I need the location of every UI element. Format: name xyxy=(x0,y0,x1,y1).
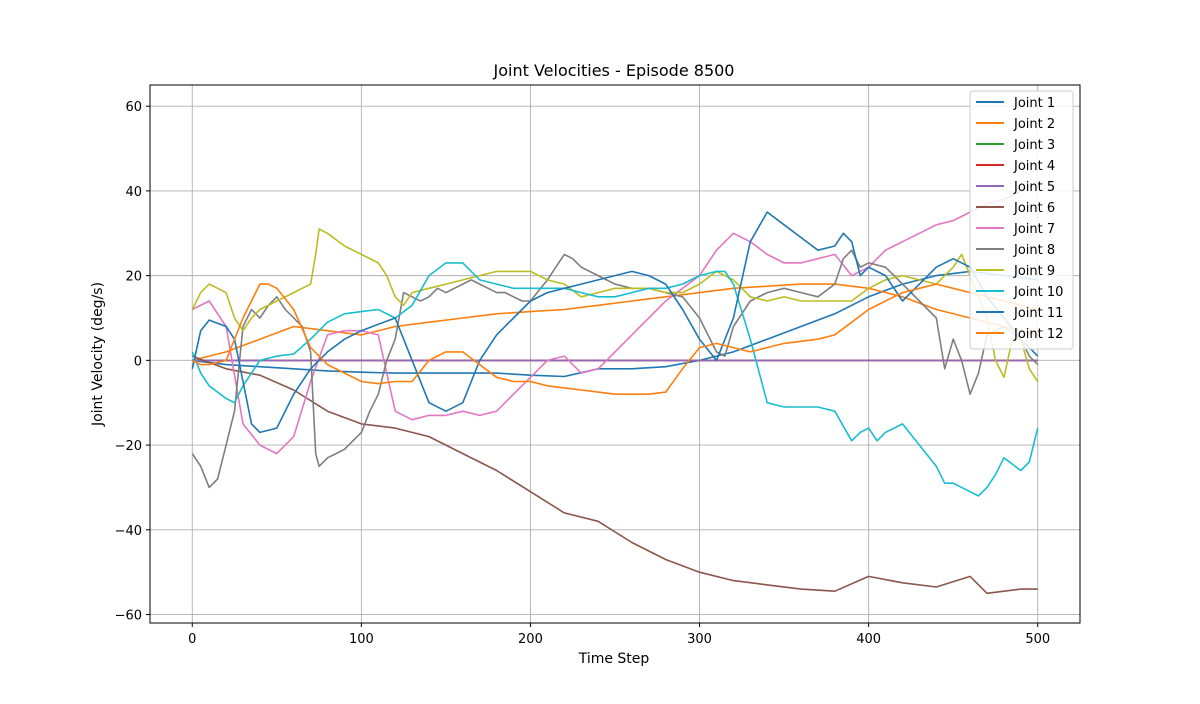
series-line-joint-11 xyxy=(191,211,1039,434)
legend: Joint 1 Joint 2 Joint 3 Joint 4 Joint 5 Joint… xyxy=(969,90,1074,350)
legend-label: Joint 3 xyxy=(1013,138,1055,153)
y-tick-label: 0 xyxy=(134,354,142,369)
y-tick-label: −20 xyxy=(115,439,142,454)
legend-label: Joint 5 xyxy=(1013,180,1055,195)
series-line-joint-1 xyxy=(192,270,1038,378)
y-tick-label: −60 xyxy=(115,609,142,624)
series-line-joint-12 xyxy=(191,283,1038,396)
axis-ticks: 0 100 200 300 400 500 −60 −40 −20 0 20 40 60 xyxy=(115,100,1051,647)
legend-label: Joint 2 xyxy=(1013,117,1055,132)
series-line-joint-2 xyxy=(192,283,1038,362)
legend-box xyxy=(969,90,1074,350)
x-tick-label: 0 xyxy=(188,632,196,647)
legend-label: Joint 12 xyxy=(1013,327,1063,342)
series-lines xyxy=(191,181,1039,595)
legend-label: Joint 4 xyxy=(1013,159,1055,174)
x-tick-label: 500 xyxy=(1025,632,1050,647)
x-tick-label: 200 xyxy=(518,632,543,647)
x-tick-label: 400 xyxy=(856,632,881,647)
legend-label: Joint 10 xyxy=(1013,285,1063,300)
series-line-joint-6 xyxy=(192,355,1038,595)
series-line-joint-7 xyxy=(191,181,1039,455)
plot-area-frame xyxy=(149,84,1081,624)
y-tick-label: −40 xyxy=(115,524,142,539)
x-tick-label: 300 xyxy=(687,632,712,647)
legend-label: Joint 6 xyxy=(1013,201,1055,216)
chart-title: Joint Velocities - Episode 8500 xyxy=(493,61,735,80)
y-axis-title: Joint Velocity (deg/s) xyxy=(90,282,106,427)
legend-label: Joint 1 xyxy=(1013,96,1055,111)
y-tick-label: 20 xyxy=(125,270,142,285)
y-tick-label: 60 xyxy=(125,100,142,115)
legend-label: Joint 11 xyxy=(1013,306,1063,321)
series-line-joint-10 xyxy=(191,262,1039,497)
x-tick-label: 100 xyxy=(349,632,374,647)
y-tick-label: 40 xyxy=(125,185,142,200)
legend-label: Joint 8 xyxy=(1013,243,1055,258)
legend-label: Joint 9 xyxy=(1013,264,1055,279)
legend-label: Joint 7 xyxy=(1013,222,1055,237)
x-axis-title: Time Step xyxy=(578,651,650,667)
